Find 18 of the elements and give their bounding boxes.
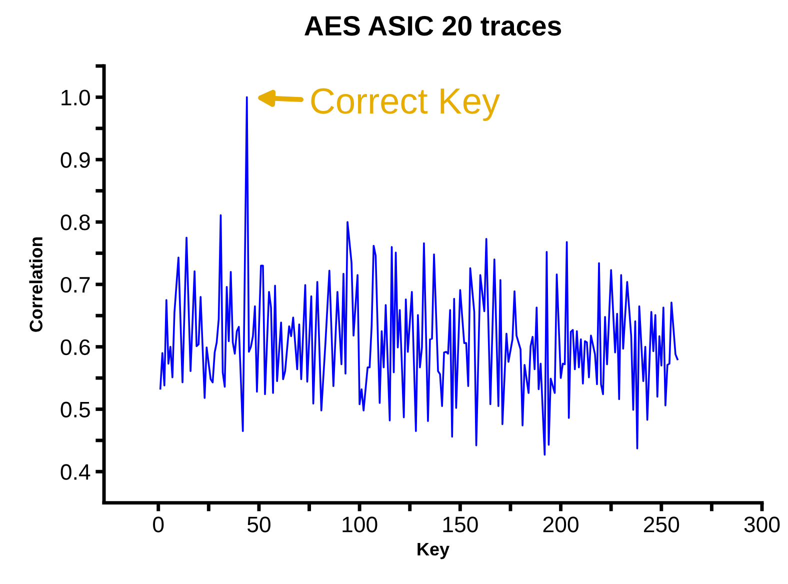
- x-tick-label: 150: [443, 516, 478, 532]
- chart-title: AES ASIC 20 traces: [304, 16, 562, 36]
- y-axis-title: Correlation: [29, 237, 42, 332]
- y-tick-label: 1.0: [62, 90, 90, 106]
- y-tick-label: 0.4: [60, 464, 90, 480]
- x-axis-title: Key: [418, 542, 450, 560]
- x-tick-label: 250: [644, 516, 680, 532]
- annotation: Correct Key: [311, 88, 500, 121]
- x-tick-label: 200: [543, 516, 578, 532]
- x-tick-label: 0: [153, 516, 164, 532]
- y-tick-label: 0.7: [60, 276, 90, 293]
- y-tick-label: 0.5: [60, 402, 90, 418]
- y-tick-label: 0.6: [60, 339, 90, 356]
- y-tick-label: 0.8: [60, 214, 90, 230]
- x-tick-label: 50: [247, 516, 270, 532]
- x-tick-label: 300: [744, 516, 780, 532]
- y-tick-label: 0.9: [60, 152, 90, 168]
- x-tick-label: 100: [342, 516, 378, 532]
